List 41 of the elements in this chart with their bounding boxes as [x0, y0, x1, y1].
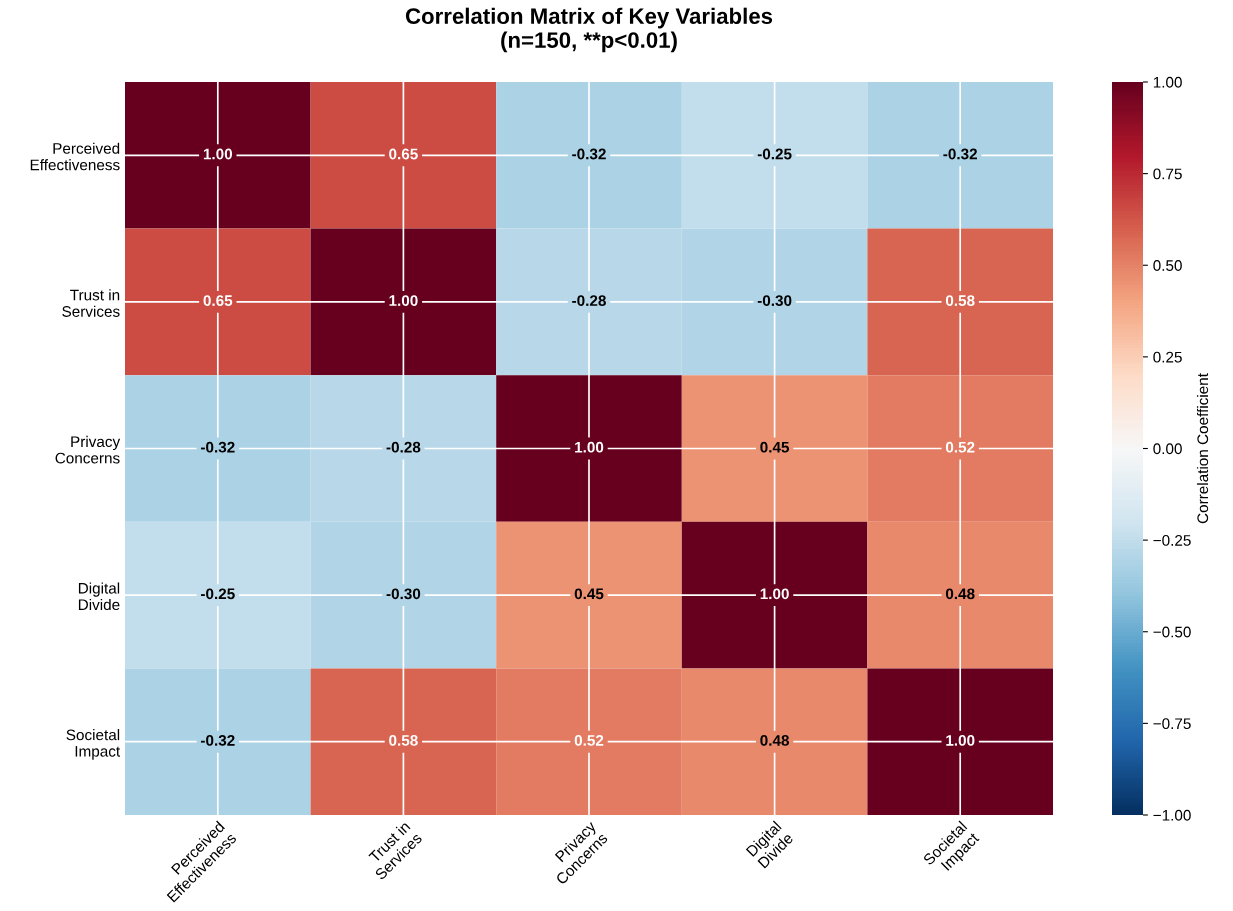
color-bar-label: −0.25	[1153, 534, 1191, 546]
data-label: -0.32	[572, 148, 606, 160]
color-bar-label: −0.75	[1153, 718, 1191, 730]
y-tick-label: Trust in Services	[62, 289, 120, 317]
color-bar-label: 0.25	[1153, 351, 1182, 363]
data-label: 1.00	[575, 441, 604, 453]
data-label: 1.00	[203, 148, 233, 160]
y-tick-label: Privacy Concerns	[55, 435, 121, 464]
data-label: 0.65	[389, 148, 418, 160]
data-label: -0.32	[200, 734, 235, 746]
data-label: 1.00	[760, 588, 789, 600]
data-label: -0.32	[200, 441, 235, 453]
chart-title: Correlation Matrix of Key Variables (n=150, **p<0.01)	[405, 7, 773, 53]
color-bar-label: 0.50	[1153, 260, 1182, 271]
color-bar-label: 0.75	[1153, 168, 1182, 180]
data-label: 0.52	[945, 441, 975, 453]
data-label: 0.48	[760, 734, 789, 746]
data-label: 0.58	[389, 734, 418, 746]
color-bar-label: −0.50	[1153, 626, 1191, 638]
data-label: 0.52	[574, 734, 604, 746]
y-tick-label: Digital Divide	[78, 582, 120, 611]
y-tick-label: Societal Impact	[66, 729, 121, 760]
data-label: -0.25	[200, 588, 235, 600]
data-label: 0.48	[945, 588, 975, 600]
data-label: -0.32	[943, 148, 977, 160]
color-bar-label: 1.00	[1153, 76, 1182, 88]
data-label: 0.45	[760, 441, 790, 453]
data-label: 0.58	[945, 295, 975, 306]
data-label: -0.28	[386, 441, 421, 453]
data-label: 0.65	[203, 295, 233, 306]
color-bar-label: 0.00	[1153, 443, 1182, 455]
data-label: -0.30	[386, 588, 421, 600]
color-bar-label: −1.00	[1153, 809, 1191, 821]
data-label: -0.30	[757, 295, 792, 307]
y-tick-label: Perceived Effectiveness	[30, 142, 120, 171]
data-label: 0.45	[574, 588, 604, 600]
data-label: 1.00	[946, 734, 975, 746]
data-label: 1.00	[389, 295, 418, 306]
data-label: -0.25	[757, 148, 792, 160]
data-label: -0.28	[572, 295, 606, 306]
color-bar-title: Correlation Coefficient	[1196, 373, 1209, 524]
